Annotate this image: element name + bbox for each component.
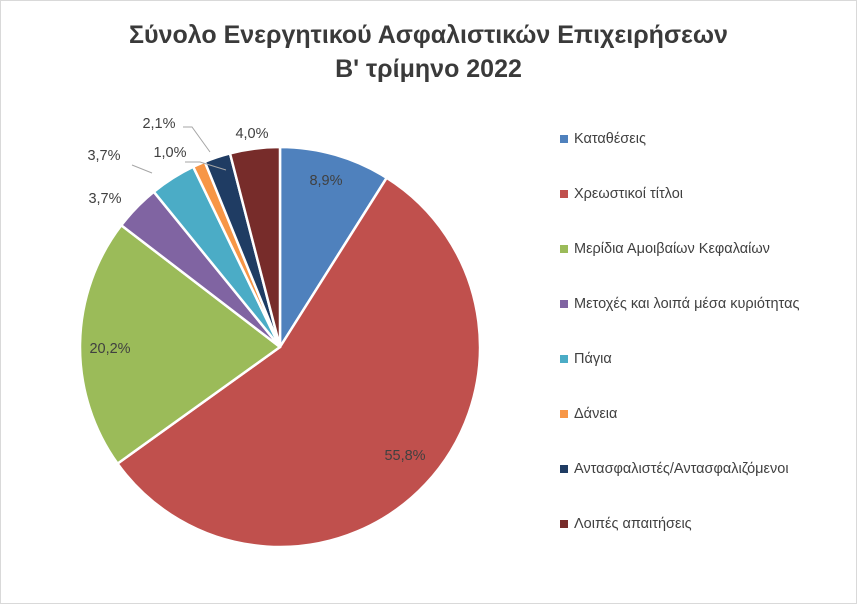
legend-swatch xyxy=(560,245,568,253)
data-label: 3,7% xyxy=(87,148,120,164)
legend-item: Δάνεια xyxy=(560,404,617,424)
chart-title-line-2: Β' τρίμηνο 2022 xyxy=(335,55,522,83)
leader-line xyxy=(183,126,211,153)
data-label: 2,1% xyxy=(142,116,175,132)
pie-slice xyxy=(228,145,282,349)
chart-title: Σύνολο Ενεργητικού Ασφαλιστικών Επιχειρή… xyxy=(0,18,857,86)
legend-label: Λοιπές απαιτήσεις xyxy=(574,516,692,532)
legend-label: Πάγια xyxy=(574,351,612,367)
legend-label: Μερίδια Αμοιβαίων Κεφαλαίων xyxy=(574,241,770,257)
legend-swatch xyxy=(560,300,568,308)
legend-swatch xyxy=(560,410,568,418)
legend-item: Χρεωστικοί τίτλοι xyxy=(560,184,683,204)
data-label: 55,8% xyxy=(384,448,425,464)
leader-line xyxy=(131,164,153,174)
legend-swatch xyxy=(560,190,568,198)
legend-item: Μετοχές και λοιπά μέσα κυριότητας xyxy=(560,294,799,314)
legend-label: Καταθέσεις xyxy=(574,131,646,147)
legend-label: Δάνεια xyxy=(574,406,618,422)
data-label: 8,9% xyxy=(309,173,342,189)
data-label: 20,2% xyxy=(89,341,130,357)
legend-label: Αντασφαλιστές/Αντασφαλιζόμενοι xyxy=(574,461,789,477)
data-label: 1,0% xyxy=(153,145,186,161)
chart-title-line-1: Σύνολο Ενεργητικού Ασφαλιστικών Επιχειρή… xyxy=(129,21,728,49)
legend-item: Λοιπές απαιτήσεις xyxy=(560,514,692,534)
legend-swatch xyxy=(560,355,568,363)
legend-label: Χρεωστικοί τίτλοι xyxy=(574,186,683,202)
pie-slice xyxy=(116,176,482,549)
legend-swatch xyxy=(560,520,568,528)
legend-label: Μετοχές και λοιπά μέσα κυριότητας xyxy=(574,296,800,312)
legend-item: Μερίδια Αμοιβαίων Κεφαλαίων xyxy=(560,239,770,259)
data-label: 4,0% xyxy=(235,126,268,142)
legend-swatch xyxy=(560,135,568,143)
legend-swatch xyxy=(560,465,568,473)
legend-item: Καταθέσεις xyxy=(560,129,646,149)
pie-slice xyxy=(278,145,388,349)
legend-item: Πάγια xyxy=(560,349,612,369)
leader-line xyxy=(185,161,227,171)
data-label: 3,7% xyxy=(88,191,121,207)
pie-slice xyxy=(78,224,282,465)
legend-item: Αντασφαλιστές/Αντασφαλιζόμενοι xyxy=(560,459,789,479)
